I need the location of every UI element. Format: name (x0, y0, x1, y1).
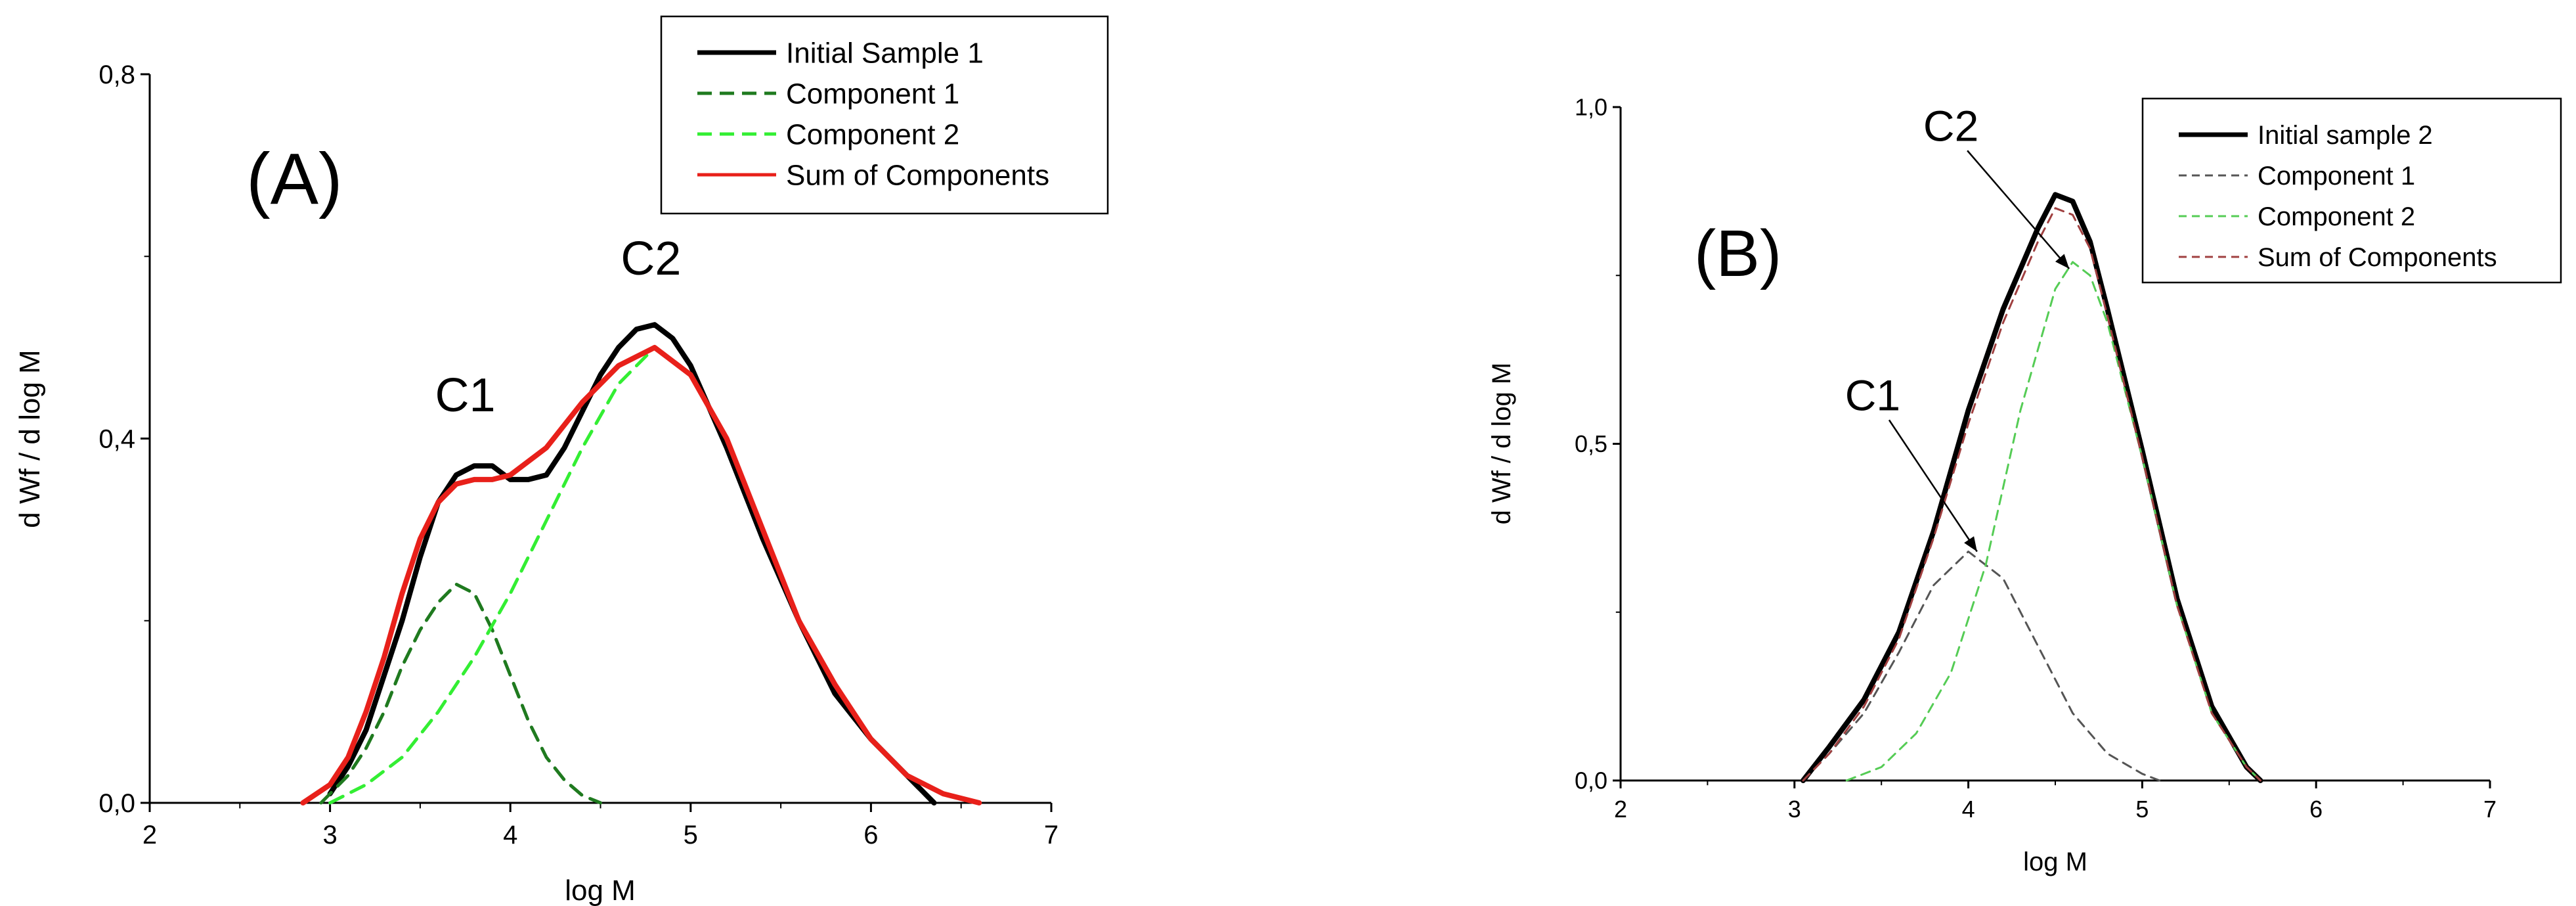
annotation-arrowhead (1964, 536, 1977, 552)
series-line-2 (319, 582, 602, 805)
annotation-label: C1 (435, 369, 496, 422)
series-line-4 (1802, 207, 2261, 782)
y-tick-label: 0,5 (1575, 430, 1607, 457)
legend-a: Initial Sample 1 Component 1 Component 2 Su… (660, 15, 1109, 215)
x-tick-label: 4 (503, 821, 517, 849)
annotation-arrow (1888, 419, 1978, 553)
x-tick-label: 5 (2135, 796, 2149, 823)
y-tick-label: 0,0 (98, 789, 135, 818)
x-tick-label: 7 (2483, 796, 2497, 823)
y-axis-label-b: d Wf / d log M (1487, 363, 1516, 525)
series-line-4 (300, 344, 982, 805)
x-tick-label: 3 (1788, 796, 1801, 823)
legend-entry-4: Sum of Components (786, 159, 1049, 191)
plot-area-a: 2 3 4 5 6 7 0,0 0,4 0,8 C1 C2 (98, 60, 1059, 849)
series-line-3 (1845, 261, 2261, 782)
y-axis-label-a: d Wf / d log M (14, 350, 46, 528)
legend-entry-3: Component 2 (2258, 202, 2415, 231)
legend-entry-2: Component 1 (2258, 162, 2415, 191)
legend-box (660, 15, 1109, 215)
x-axis-label-b: log M (2023, 848, 2087, 876)
legend-entry-2: Component 1 (786, 78, 959, 110)
x-tick-label: 6 (2309, 796, 2323, 823)
legend-b: Initial sample 2 Component 1 Component 2 Su… (2141, 97, 2562, 284)
legend-entry-1: Initial sample 2 (2258, 121, 2433, 150)
panel-label-b: (B) (1694, 217, 1781, 290)
annotation-arrow (1967, 150, 2070, 269)
y-tick-label: 0,4 (98, 425, 135, 454)
series-line-2 (1802, 551, 2161, 782)
x-tick-label: 2 (1614, 796, 1627, 823)
y-tick-label: 1,0 (1575, 94, 1607, 121)
annotation-label: C1 (1845, 371, 1900, 419)
legend-box (2141, 97, 2562, 284)
x-tick-label: 6 (863, 821, 878, 849)
annotation-label: C2 (1923, 101, 1978, 150)
series-line-1 (327, 322, 937, 805)
y-tick-label: 0,0 (1575, 767, 1607, 794)
legend-entry-3: Component 2 (786, 118, 959, 150)
chart-panel-a: 2 3 4 5 6 7 0,0 0,4 0,8 C1 C2 (A) log M d Wf / d l… (14, 15, 1109, 906)
panel-label-a: (A) (246, 139, 343, 219)
x-tick-label: 5 (684, 821, 698, 849)
chart-panel-b: 2 3 4 5 6 7 0,0 0,5 1,0 C1 C2 (B) log M d Wf / d l… (1487, 94, 2562, 876)
x-axis-label-a: log M (565, 874, 636, 906)
x-tick-label: 7 (1044, 821, 1059, 849)
series-line-1 (1801, 192, 2263, 783)
legend-entry-4: Sum of Components (2258, 243, 2497, 272)
y-tick-label: 0,8 (98, 60, 135, 89)
x-tick-label: 3 (322, 821, 337, 849)
plot-area-b: 2 3 4 5 6 7 0,0 0,5 1,0 C1 C2 (1575, 94, 2497, 823)
series-line-3 (328, 346, 801, 805)
legend-entry-1: Initial Sample 1 (786, 37, 984, 69)
annotation-label: C2 (621, 233, 681, 285)
x-tick-label: 2 (142, 821, 157, 849)
annotation-arrowhead (2055, 254, 2070, 269)
x-tick-label: 4 (1962, 796, 1975, 823)
